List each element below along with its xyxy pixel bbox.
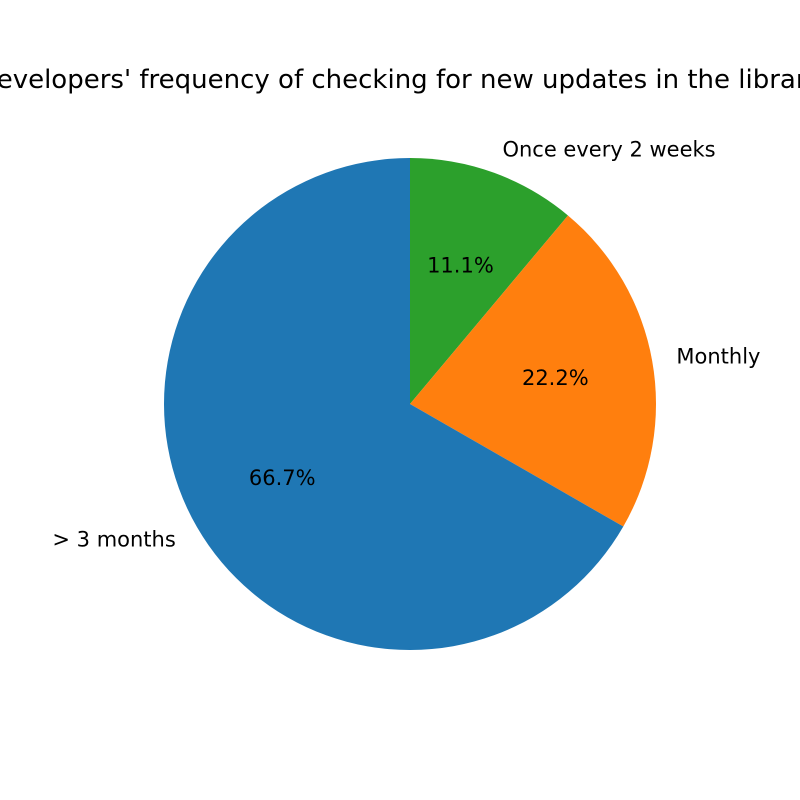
slice-label-3-months: > 3 months — [52, 528, 175, 552]
slice-percent-3-months: 66.7% — [249, 466, 316, 490]
slice-label-monthly: Monthly — [676, 345, 760, 369]
slice-percent-monthly: 22.2% — [522, 366, 589, 390]
slice-label-once-every-2-weeks: Once every 2 weeks — [502, 138, 715, 162]
pie-labels: Once every 2 weeks 11.1% Monthly 22.2% > 3 m… — [52, 138, 760, 552]
pie-slice-3-months — [163, 158, 624, 650]
chart-title: Developers' frequency of checking for ne… — [0, 65, 800, 95]
pie-slice-once-every-2-weeks — [410, 158, 568, 404]
slice-percent-once-every-2-weeks: 11.1% — [427, 253, 494, 277]
pie-slice-monthly — [410, 215, 656, 527]
pie-slices — [163, 158, 656, 650]
